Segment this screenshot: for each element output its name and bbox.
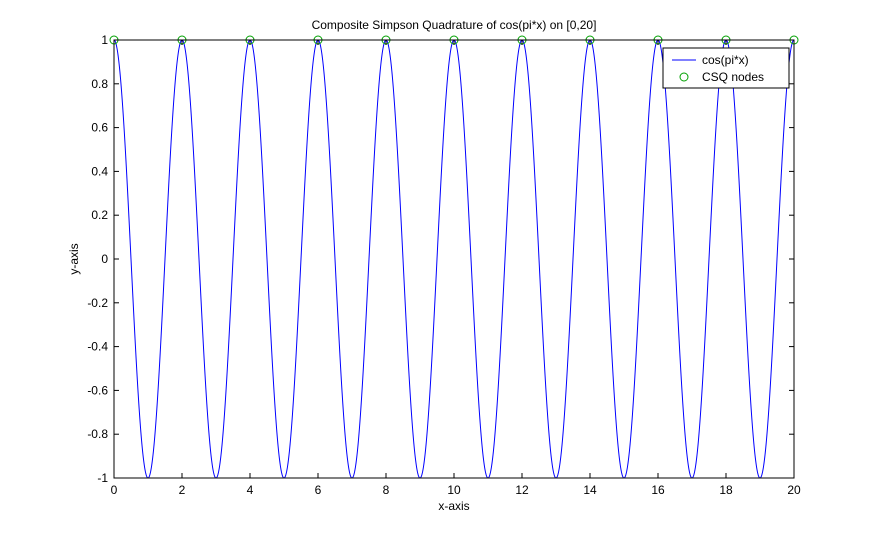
- y-tick-label: -1: [97, 471, 108, 485]
- y-tick-label: -0.8: [87, 427, 108, 441]
- y-tick-label: -0.6: [87, 383, 108, 397]
- x-axis-ticks: 0 2 4 6 8 10 12 14 16 18 20: [111, 40, 801, 497]
- chart-title: Composite Simpson Quadrature of cos(pi*x…: [312, 18, 597, 32]
- y-tick-label: 0: [101, 252, 108, 266]
- legend-marker-swatch: [679, 72, 689, 82]
- legend: cos(pi*x) CSQ nodes: [662, 47, 790, 89]
- y-tick-label: 0.2: [91, 208, 108, 222]
- legend-label-curve: cos(pi*x): [702, 53, 749, 67]
- y-tick-label: 0.4: [91, 164, 108, 178]
- x-tick-label: 4: [247, 483, 254, 497]
- x-axis-label: x-axis: [438, 499, 469, 513]
- y-tick-label: 0.6: [91, 121, 108, 135]
- x-tick-label: 14: [583, 483, 597, 497]
- x-tick-label: 6: [315, 483, 322, 497]
- x-tick-label: 8: [383, 483, 390, 497]
- x-tick-label: 16: [651, 483, 665, 497]
- x-tick-label: 10: [447, 483, 461, 497]
- x-tick-label: 0: [111, 483, 118, 497]
- plot-area: [114, 40, 794, 478]
- y-tick-label: -0.2: [87, 296, 108, 310]
- y-tick-label: 0.8: [91, 77, 108, 91]
- x-tick-label: 20: [787, 483, 801, 497]
- legend-label-nodes: CSQ nodes: [702, 70, 764, 84]
- x-tick-label: 2: [179, 483, 186, 497]
- y-tick-label: 1: [101, 33, 108, 47]
- x-tick-label: 18: [719, 483, 733, 497]
- y-axis-ticks: -1 -0.8 -0.6 -0.4 -0.2 0 0.2 0.4 0.6 0.8 1: [87, 33, 794, 485]
- y-tick-label: -0.4: [87, 340, 108, 354]
- x-tick-label: 12: [515, 483, 529, 497]
- y-axis-label: y-axis: [67, 243, 81, 274]
